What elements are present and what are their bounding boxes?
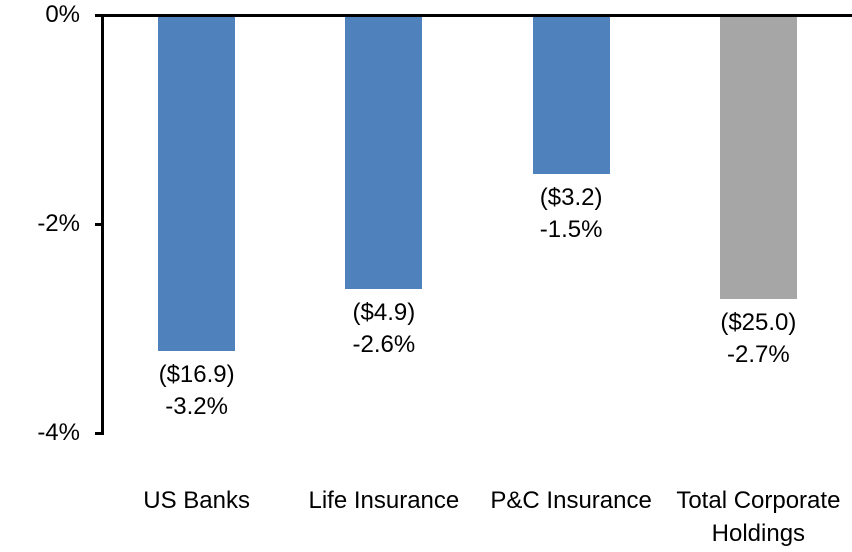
bar-percent-label: -2.7% xyxy=(727,341,790,369)
category-label: P&C Insurance xyxy=(490,487,652,514)
bar-value-label: ($3.2) -1.5% xyxy=(476,182,666,246)
bar xyxy=(719,17,797,300)
bar-percent-label: -3.2% xyxy=(165,393,228,421)
category-label: Total Corporate Holdings xyxy=(676,487,841,547)
y-tick-minus2 xyxy=(95,223,104,226)
y-tick-label-0: 0% xyxy=(45,1,80,28)
bar xyxy=(345,17,423,289)
y-tick-label-minus4: -4% xyxy=(37,419,80,446)
x-axis-zero-line xyxy=(95,14,852,17)
bar-percent-label: -1.5% xyxy=(539,215,603,243)
bar-value-label: ($16.9) -3.2% xyxy=(102,359,292,423)
bar xyxy=(532,17,610,174)
y-tick-minus4 xyxy=(95,432,104,435)
bar-value-label: ($4.9) -2.6% xyxy=(289,297,479,361)
bar xyxy=(158,17,236,352)
category-label: Life Insurance xyxy=(308,487,460,514)
y-tick-label-minus2: -2% xyxy=(37,210,80,237)
bar-dollar-label: ($25.0) xyxy=(720,309,797,337)
bar-percent-label: -2.6% xyxy=(352,330,416,358)
bar-value-label: ($25.0) -2.7% xyxy=(663,307,852,371)
bar-dollar-label: ($3.2) xyxy=(539,183,603,211)
bar-dollar-label: ($4.9) xyxy=(352,298,416,326)
category-label: US Banks xyxy=(143,487,250,514)
bar-dollar-label: ($16.9) xyxy=(158,361,235,389)
